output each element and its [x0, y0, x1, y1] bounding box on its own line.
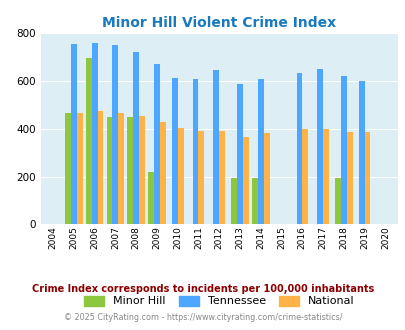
Bar — [364, 132, 369, 224]
Bar — [107, 117, 112, 224]
Bar — [257, 79, 263, 224]
Bar — [242, 137, 248, 224]
Bar — [153, 64, 160, 224]
Bar — [65, 113, 71, 224]
Bar — [219, 131, 224, 224]
Bar — [92, 43, 97, 224]
Bar — [177, 128, 183, 224]
Bar — [302, 129, 307, 224]
Title: Minor Hill Violent Crime Index: Minor Hill Violent Crime Index — [102, 16, 335, 30]
Bar — [334, 178, 340, 224]
Bar — [118, 113, 124, 224]
Bar — [340, 76, 346, 224]
Bar — [171, 79, 177, 224]
Bar — [86, 58, 92, 224]
Bar — [263, 134, 269, 224]
Legend: Minor Hill, Tennessee, National: Minor Hill, Tennessee, National — [79, 291, 358, 311]
Bar — [148, 172, 153, 224]
Bar — [127, 117, 133, 224]
Bar — [192, 79, 198, 224]
Bar — [198, 131, 204, 224]
Bar — [77, 113, 82, 224]
Text: © 2025 CityRating.com - https://www.cityrating.com/crime-statistics/: © 2025 CityRating.com - https://www.city… — [64, 313, 341, 322]
Bar — [296, 73, 302, 224]
Text: Crime Index corresponds to incidents per 100,000 inhabitants: Crime Index corresponds to incidents per… — [32, 284, 373, 294]
Bar — [71, 44, 77, 224]
Bar — [112, 45, 118, 224]
Bar — [213, 70, 219, 224]
Bar — [316, 69, 322, 224]
Bar — [231, 178, 237, 224]
Bar — [252, 178, 257, 224]
Bar — [97, 111, 103, 224]
Bar — [139, 116, 145, 224]
Bar — [237, 84, 242, 224]
Bar — [160, 122, 165, 224]
Bar — [133, 52, 139, 224]
Bar — [322, 129, 328, 224]
Bar — [346, 132, 352, 224]
Bar — [358, 81, 364, 224]
